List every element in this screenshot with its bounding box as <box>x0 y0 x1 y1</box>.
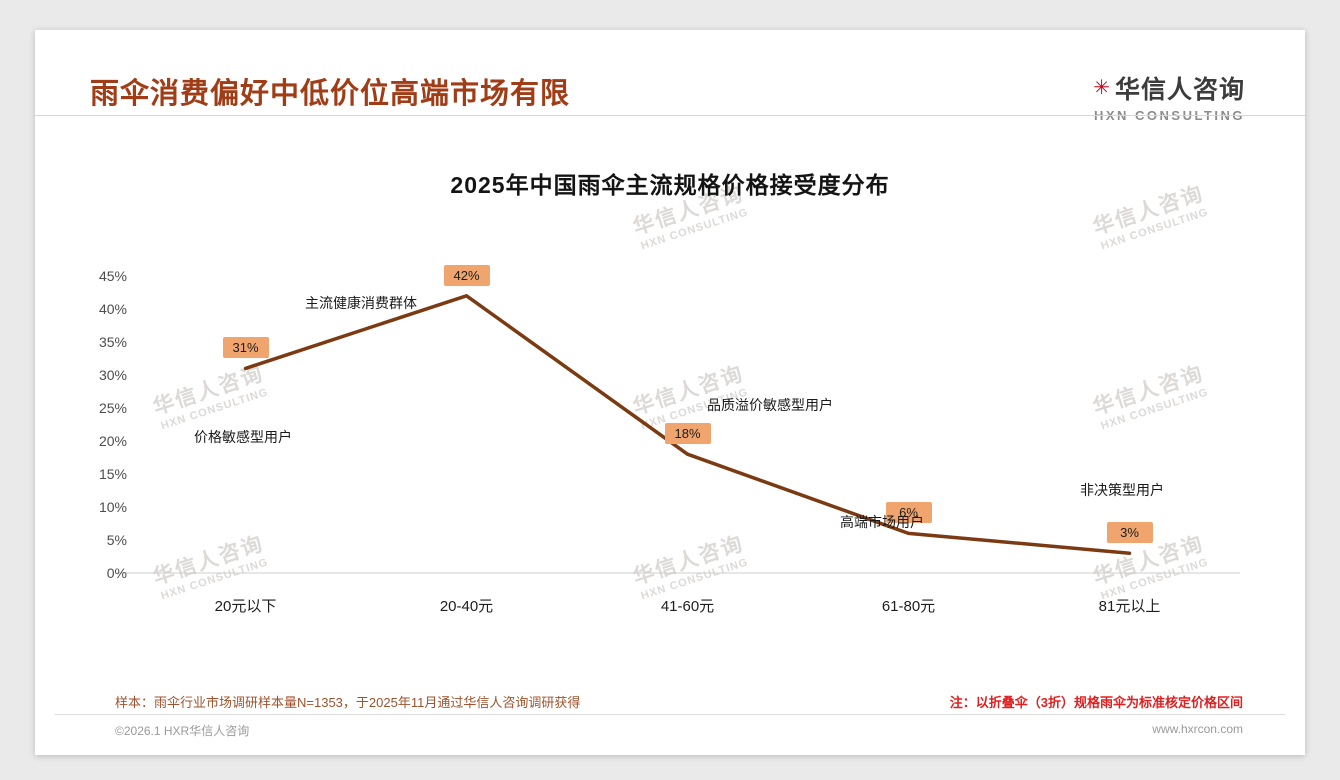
report-card: 华信人咨询 HXN CONSULTING 华信人咨询 HXN CONSULTING 华信… <box>35 30 1305 755</box>
y-axis-tick-label: 0% <box>106 565 127 581</box>
logo-row: ✳ 华信人咨询 <box>1093 70 1245 106</box>
copyright: ©2026.1 HXR华信人咨询 <box>115 724 250 738</box>
x-axis-category-label: 81元以上 <box>1098 598 1161 615</box>
chart-annotation: 价格敏感型用户 <box>194 429 292 445</box>
y-axis-tick-label: 20% <box>98 433 127 449</box>
y-axis-tick-label: 25% <box>98 400 127 416</box>
x-axis-category-label: 41-60元 <box>660 598 715 615</box>
data-point-label: 6% <box>885 502 932 524</box>
footer-divider <box>55 714 1285 715</box>
logo-name: 华信人咨询 <box>1114 76 1245 104</box>
watermark-subtext: HXN CONSULTING <box>639 206 750 253</box>
chart-plot: 0% 5% 10% 15% 20% 25% 30% 35% 40% 45% 20元以下 20-40元 4… <box>85 248 1245 623</box>
y-axis-tick-label: 15% <box>98 466 127 482</box>
data-point-label: 42% <box>443 264 490 286</box>
y-axis-tick-label: 35% <box>98 334 127 350</box>
watermark-subtext: HXN CONSULTING <box>1099 206 1210 253</box>
y-axis-tick-label: 45% <box>98 268 127 284</box>
brand-logo: ✳ 华信人咨询 HXN CONSULTING <box>1093 70 1245 123</box>
chart-canvas <box>117 294 1240 574</box>
header-divider <box>35 115 1305 116</box>
page-title: 雨伞消费偏好中低价位高端市场有限 <box>90 78 571 110</box>
chart-annotation: 主流健康消费群体 <box>305 295 417 311</box>
pricing-note: 注：以折叠伞（3折）规格雨伞为标准核定价格区间 <box>949 695 1243 710</box>
chart-annotation: 品质溢价敏感型用户 <box>707 397 833 413</box>
chart-annotation: 非决策型用户 <box>1080 482 1164 498</box>
y-axis-tick-label: 40% <box>98 301 127 317</box>
chart-title: 2025年中国雨伞主流规格价格接受度分布 <box>450 172 890 198</box>
website-url: www.hxrcon.com <box>1152 722 1243 736</box>
x-axis-category-label: 20-40元 <box>439 598 494 615</box>
data-point-label: 3% <box>1106 522 1153 544</box>
chart-annotation: 高端市场用户 <box>840 514 924 530</box>
y-axis-tick-label: 30% <box>98 367 127 383</box>
data-line <box>243 294 1132 555</box>
sample-note: 样本：雨伞行业市场调研样本量N=1353，于2025年11月通过华信人咨询调研获… <box>115 695 581 710</box>
logo-asterisk-icon: ✳ <box>1093 77 1110 99</box>
y-axis-tick-label: 10% <box>98 499 127 515</box>
x-axis-category-label: 61-80元 <box>881 598 936 615</box>
x-axis-category-label: 20元以下 <box>214 598 277 615</box>
data-point-label: 18% <box>664 423 711 445</box>
data-point-label: 31% <box>222 337 269 359</box>
y-axis-tick-label: 5% <box>106 532 127 548</box>
